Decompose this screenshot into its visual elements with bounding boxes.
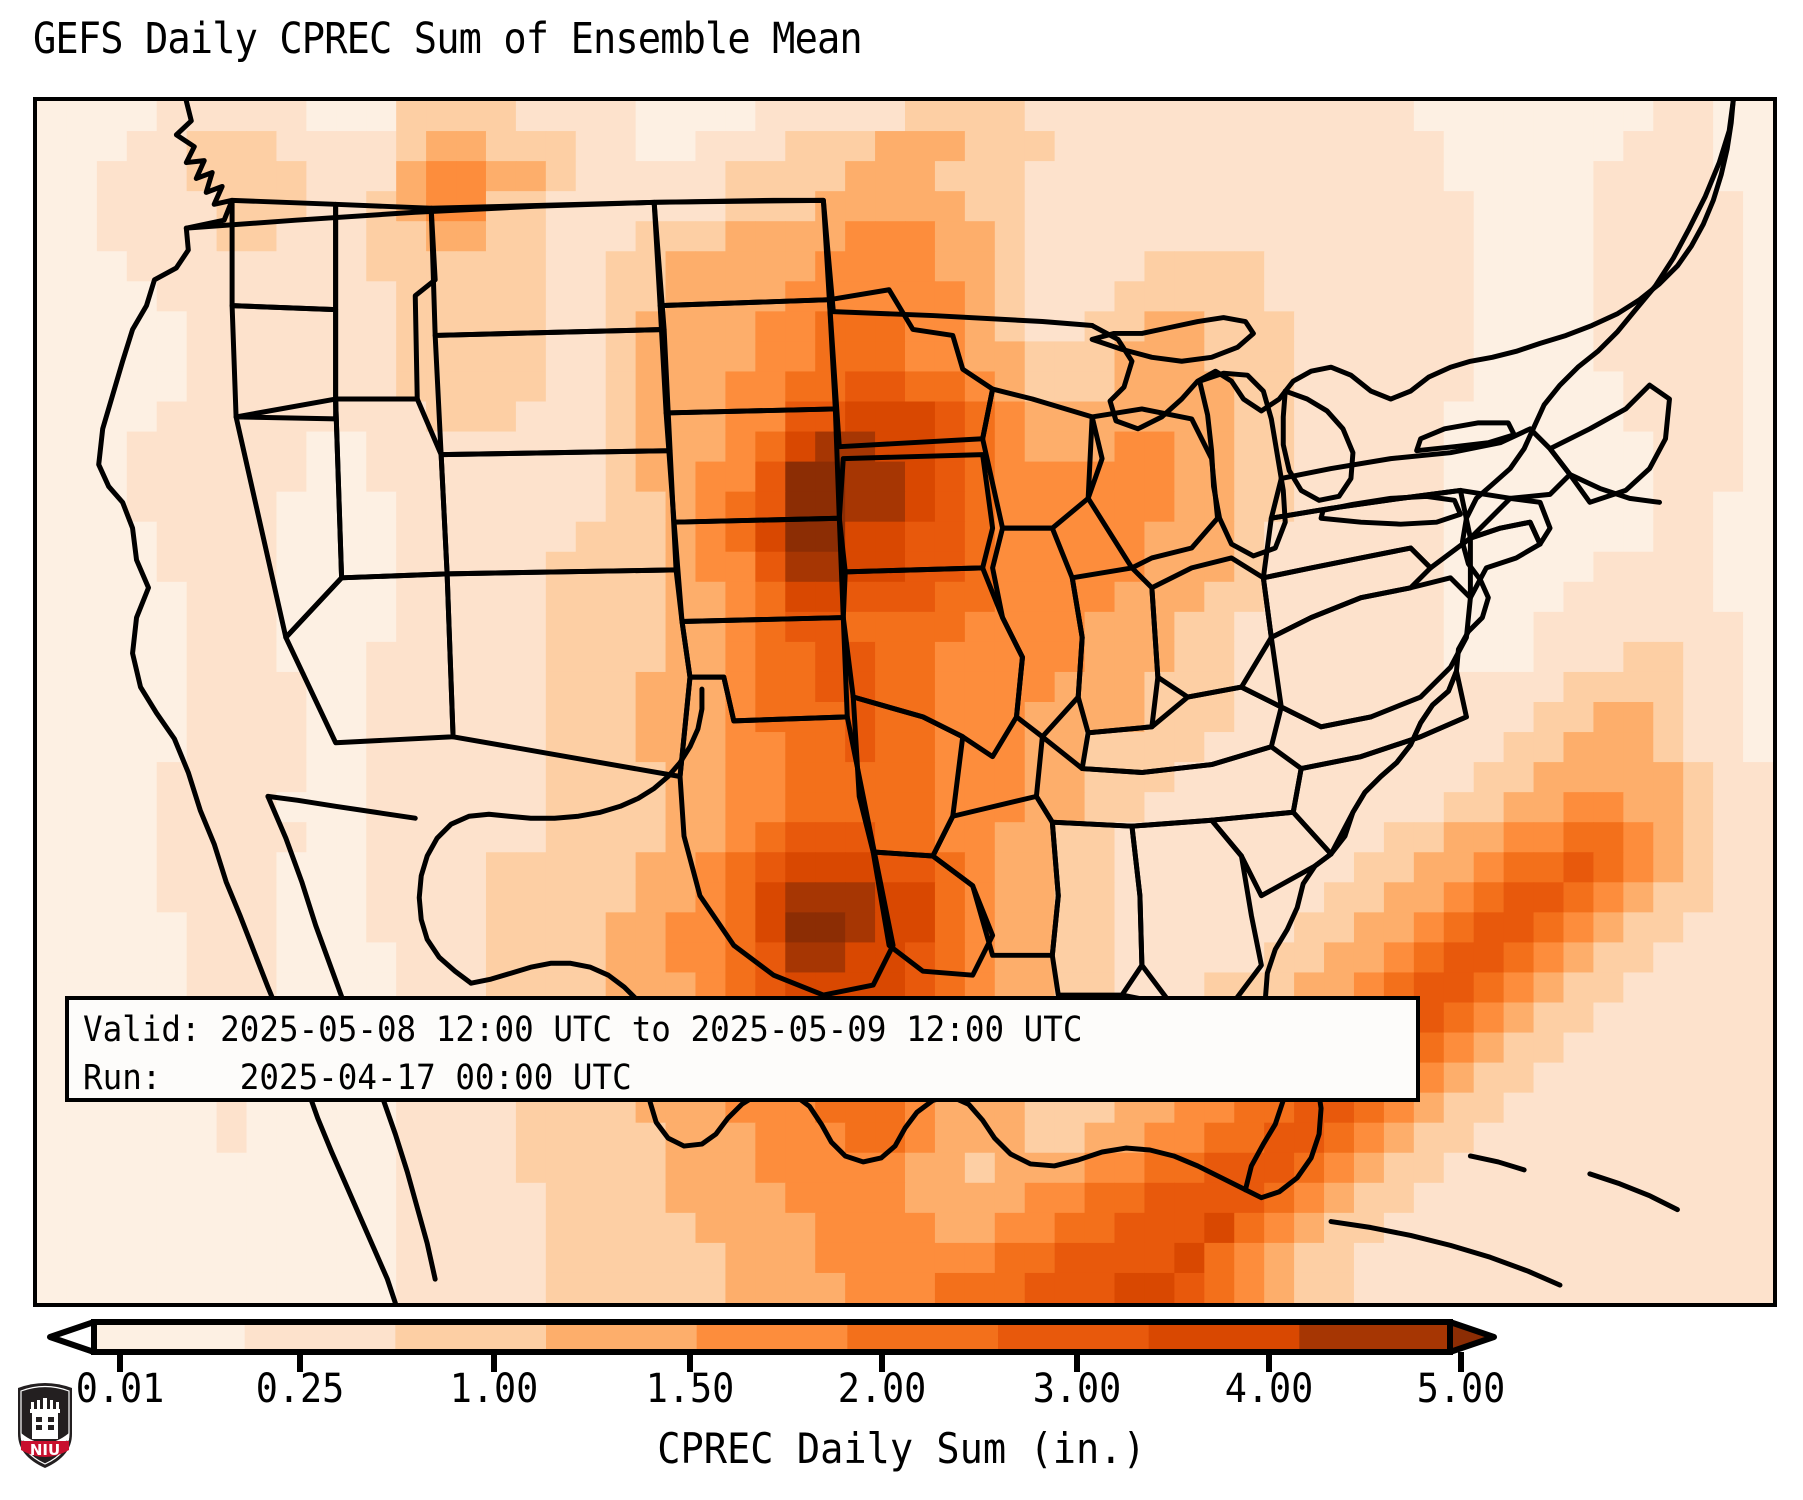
niu-logo-text: NIU	[30, 1441, 60, 1459]
map-plot-area: Valid: 2025-05-08 12:00 UTC to 2025-05-0…	[33, 97, 1777, 1307]
colorbar-tick-2.00: 2.00	[837, 1366, 927, 1412]
colorbar-tick-4.00: 4.00	[1224, 1366, 1314, 1412]
colorbar-tick-labels: 0.01 0.25 1.00 1.50 2.00 3.00 4.00 5.00	[0, 1366, 1803, 1420]
colorbar-tick-5.00: 5.00	[1416, 1366, 1506, 1412]
colorbar-tick-3.00: 3.00	[1032, 1366, 1122, 1412]
precipitation-heatmap	[37, 101, 1773, 1303]
colorbar-tick-1.00: 1.00	[449, 1366, 539, 1412]
valid-time-line: Valid: 2025-05-08 12:00 UTC to 2025-05-0…	[83, 1010, 1083, 1050]
valid-time-infobox: Valid: 2025-05-08 12:00 UTC to 2025-05-0…	[65, 996, 1420, 1102]
colorbar[interactable]	[0, 1308, 1803, 1378]
colorbar-axis-label-text: CPREC Daily Sum (in.)	[657, 1424, 1146, 1473]
niu-logo: NIU	[18, 1383, 72, 1468]
colorbar-tick-1.50: 1.50	[645, 1366, 735, 1412]
page-title: GEFS Daily CPREC Sum of Ensemble Mean	[33, 14, 863, 64]
colorbar-svg[interactable]	[0, 1308, 1803, 1378]
colorbar-tick-0.01: 0.01	[75, 1366, 165, 1412]
run-time-line: Run: 2025-04-17 00:00 UTC	[83, 1058, 632, 1098]
colorbar-axis-label: CPREC Daily Sum (in.)	[0, 1424, 1803, 1473]
colorbar-tick-0.25: 0.25	[255, 1366, 345, 1412]
